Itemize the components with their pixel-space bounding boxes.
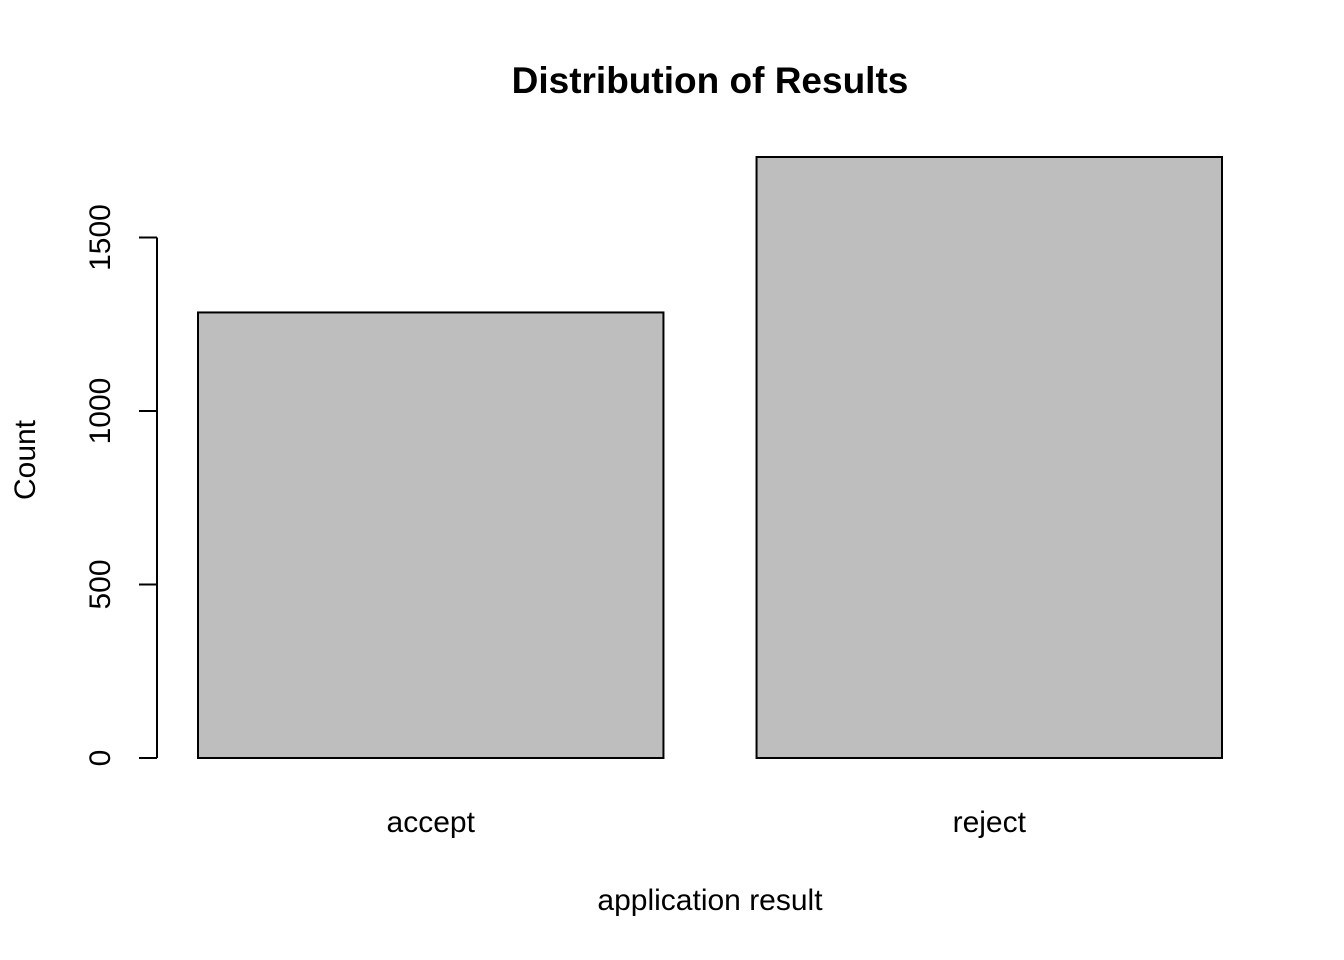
bar-reject: [755, 156, 1224, 759]
chart-title: Distribution of Results: [512, 60, 909, 101]
y-tick-label-0: 0: [84, 750, 117, 767]
y-axis-label: Count: [9, 419, 42, 500]
y-tick-label-1500: 1500: [84, 204, 117, 271]
x-axis-label: application result: [597, 884, 823, 917]
y-tick-label-500: 500: [84, 559, 117, 609]
x-tick-label-reject: reject: [953, 806, 1027, 839]
x-tick-label-accept: accept: [387, 806, 476, 839]
y-axis: 0 500 1000 1500: [84, 204, 158, 767]
bar-accept: [197, 311, 665, 759]
y-tick-label-1000: 1000: [84, 378, 117, 445]
bars-group: [197, 156, 1224, 759]
x-tick-labels: accept reject: [387, 806, 1027, 839]
